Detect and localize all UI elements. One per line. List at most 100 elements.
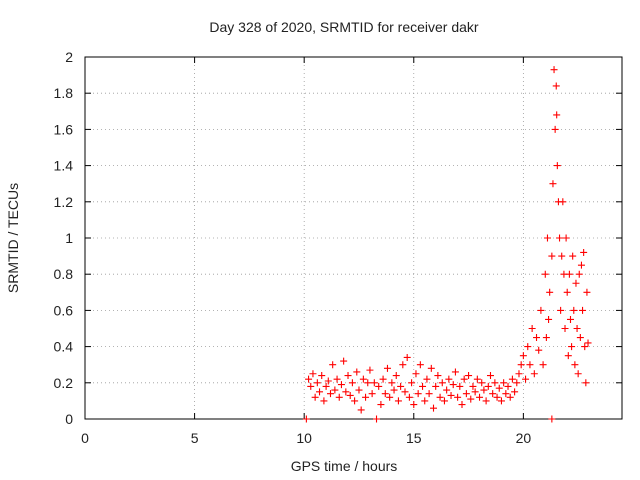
data-point: [508, 375, 516, 383]
data-point: [491, 379, 499, 387]
chart-title: Day 328 of 2020, SRMTID for receiver dak…: [209, 19, 479, 35]
data-point: [425, 390, 433, 398]
data-point: [333, 375, 341, 383]
data-point: [392, 372, 400, 380]
y-axis-label: SRMTID / TECUs: [5, 183, 21, 293]
data-point: [583, 288, 591, 296]
data-point: [484, 382, 492, 390]
x-tick-label: 0: [81, 430, 89, 446]
data-point: [381, 390, 389, 398]
x-tick-label: 20: [516, 430, 532, 446]
data-point: [539, 361, 547, 369]
data-point: [582, 379, 590, 387]
data-point: [486, 372, 494, 380]
data-point: [344, 372, 352, 380]
data-point: [456, 382, 464, 390]
data-point: [564, 352, 572, 360]
data-point: [557, 306, 565, 314]
data-point: [533, 334, 541, 342]
x-axis-label: GPS time / hours: [291, 458, 398, 474]
data-point: [364, 379, 372, 387]
data-point: [537, 306, 545, 314]
data-point: [558, 252, 566, 260]
data-point: [373, 415, 381, 423]
data-point: [440, 397, 448, 405]
data-point: [302, 415, 310, 423]
x-tick-label: 15: [406, 430, 422, 446]
data-point: [482, 397, 490, 405]
data-point: [324, 377, 332, 385]
data-point: [313, 379, 321, 387]
data-point: [559, 198, 567, 206]
y-tick-label: 0.2: [54, 375, 74, 391]
data-point: [335, 393, 343, 401]
data-point: [390, 386, 398, 394]
data-point: [495, 384, 503, 392]
data-point: [576, 334, 584, 342]
x-tick-label: 5: [191, 430, 199, 446]
data-point: [368, 390, 376, 398]
data-point: [326, 390, 334, 398]
data-point: [375, 382, 383, 390]
data-point: [412, 370, 420, 378]
data-point: [410, 401, 418, 409]
data-point: [568, 343, 576, 351]
data-point: [473, 375, 481, 383]
data-point: [383, 364, 391, 372]
data-point: [414, 390, 422, 398]
data-point: [569, 252, 577, 260]
data-point: [573, 325, 581, 332]
data-point: [563, 288, 571, 296]
data-point: [542, 334, 550, 342]
y-tick-label: 2: [65, 49, 73, 65]
data-point: [566, 315, 574, 323]
data-point: [449, 381, 457, 389]
data-point: [353, 368, 361, 376]
data-point: [305, 375, 313, 383]
data-point: [550, 66, 558, 74]
data-point: [337, 381, 345, 389]
data-point: [432, 382, 440, 390]
data-point: [493, 393, 501, 401]
data-point: [316, 388, 324, 396]
data-point: [580, 248, 588, 256]
data-point: [502, 390, 510, 398]
data-point: [309, 370, 317, 378]
data-point: [565, 270, 573, 278]
data-point: [416, 361, 424, 369]
data-point: [543, 234, 551, 242]
data-point: [443, 386, 451, 394]
data-point: [478, 379, 486, 387]
data-point: [553, 111, 561, 119]
data-point: [497, 397, 505, 405]
data-point: [535, 346, 543, 354]
data-point: [500, 379, 508, 387]
data-point: [423, 375, 431, 383]
data-point: [445, 375, 453, 383]
data-point: [526, 361, 534, 369]
data-point: [511, 388, 519, 396]
data-point: [430, 404, 438, 412]
data-point: [379, 375, 387, 383]
data-point: [467, 395, 475, 403]
data-point: [318, 372, 326, 380]
data-point: [340, 357, 348, 365]
data-point: [548, 415, 556, 423]
data-point: [397, 382, 405, 390]
data-point: [469, 382, 477, 390]
data-point: [348, 379, 356, 387]
y-tick-label: 0.6: [54, 302, 74, 318]
data-point: [394, 397, 402, 405]
data-point: [524, 343, 532, 351]
data-point: [438, 379, 446, 387]
data-point: [513, 379, 521, 387]
y-tick-label: 1.2: [54, 194, 74, 210]
data-point: [320, 397, 328, 405]
data-point: [346, 391, 354, 399]
data-point: [551, 125, 559, 133]
y-tick-label: 1.4: [54, 158, 74, 174]
data-point: [342, 388, 350, 396]
y-tick-label: 0.4: [54, 339, 74, 355]
data-point: [553, 162, 561, 170]
